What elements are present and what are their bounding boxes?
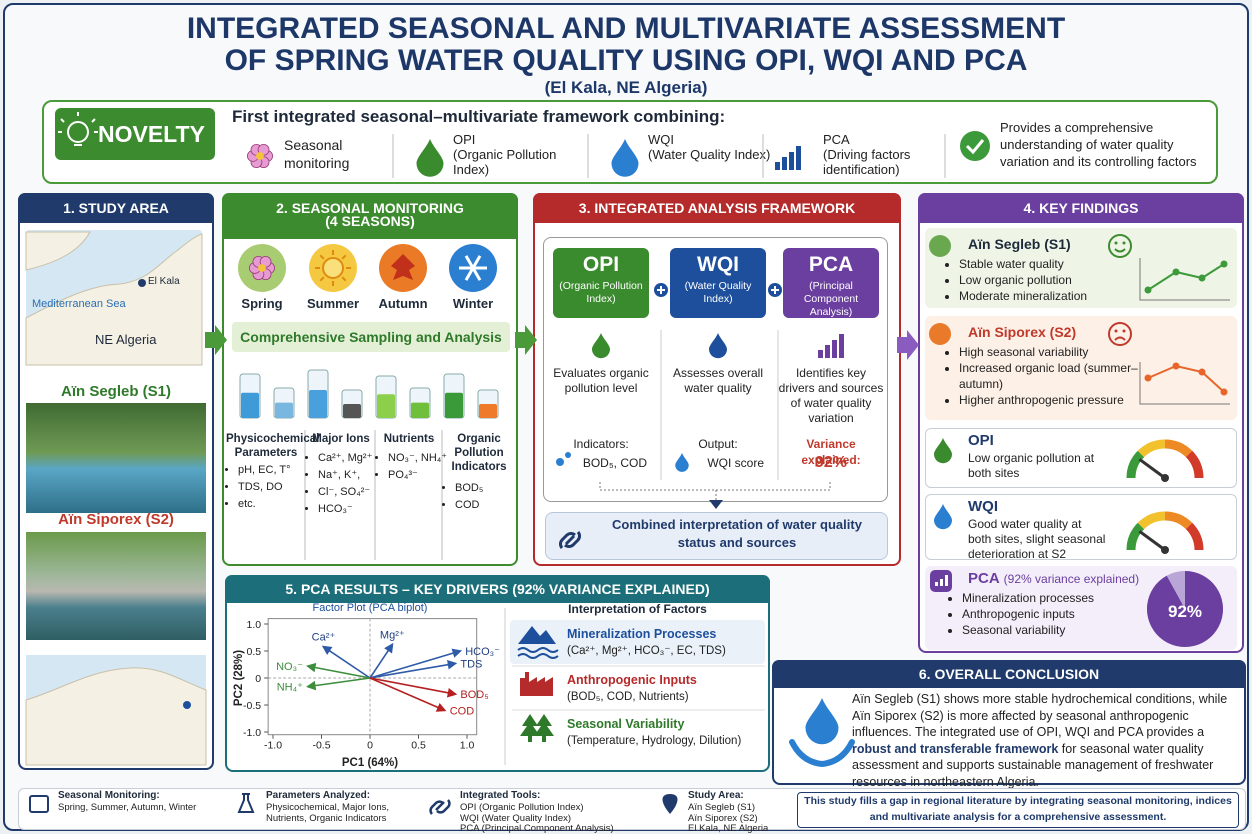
plot-title: Factor Plot (PCA biplot) — [230, 600, 510, 616]
bullet-item: Anthropogenic inputs — [962, 606, 1132, 622]
panel-title: (4 SEASONS) — [222, 210, 518, 233]
novelty-item: OPI(Organic Pollution Index) — [453, 132, 578, 180]
pca-note: (92% variance explained) — [1004, 572, 1139, 586]
method-footer-label: Output: — [662, 436, 774, 452]
footer-line: OPI (Organic Pollution Index) — [460, 802, 660, 813]
factor-name: Anthropogenic Inputs — [567, 672, 762, 689]
season-label: Autumn — [368, 295, 438, 313]
footer-title: Seasonal Monitoring: — [58, 790, 248, 802]
bullet-item: Higher anthropogenic pressure — [959, 392, 1139, 408]
site-name: Aïn Segleb (S1) — [968, 234, 1118, 254]
bullet-item: Seasonal variability — [962, 622, 1132, 638]
method-footer-value: BOD₅, COD — [545, 453, 657, 473]
factor-detail: (Ca²⁺, Mg²⁺, HCO₃⁻, EC, TDS) — [567, 643, 765, 660]
footer-line: Physicochemical, Major Ions, — [266, 802, 466, 813]
novelty-item-title: OPI — [453, 132, 578, 147]
method-footer-value: WQI score — [662, 453, 774, 473]
subtitle: (El Kala, NE Algeria) — [0, 78, 1252, 98]
method-footer-label: Indicators: — [545, 436, 657, 452]
method-name: (Water Quality Index) — [673, 280, 763, 314]
novelty-item: Seasonal monitoring — [284, 136, 384, 176]
map-label: NE Algeria — [95, 331, 195, 349]
novelty-item-text: (Organic Pollution Index) — [453, 147, 556, 177]
sampling-banner-text: Comprehensive Sampling and Analysis — [232, 322, 510, 352]
bullet-list: NO₃⁻, NH₄⁺PO₄³⁻ — [378, 450, 452, 484]
footer-line: Spring, Summer, Autumn, Winter — [58, 802, 258, 813]
method-description: Assesses overall water quality — [664, 366, 772, 430]
title: INTEGRATED SEASONAL AND MULTIVARIATE ASS… — [0, 12, 1252, 46]
conclusion-emphasis: robust and transferable framework — [852, 742, 1058, 756]
pca-heading: PCA (92% variance explained) — [968, 569, 1168, 589]
season-label: Winter — [438, 295, 508, 313]
novelty-heading: First integrated seasonal–multivariate f… — [232, 106, 932, 128]
novelty-item: PCA(Driving factors identification) — [823, 132, 948, 180]
novelty-item-title: WQI — [648, 132, 773, 147]
index-text: Good water quality at both sites, slight… — [968, 517, 1108, 559]
novelty-item-title: PCA — [823, 132, 948, 147]
bullet-item: Low organic pollution — [959, 272, 1139, 288]
novelty-item-text: (Water Quality Index) — [648, 147, 770, 162]
method-description: Evaluates organic pollution level — [547, 366, 655, 430]
bullet-item: Cl⁻, SO₄²⁻ — [318, 484, 386, 501]
site-name: Aïn Siporex (S2) — [18, 510, 214, 530]
bullet-list: Mineralization processesAnthropogenic in… — [948, 590, 1132, 638]
bullet-list: Stable water qualityLow organic pollutio… — [945, 256, 1139, 304]
index-text: Low organic pollution at both sites — [968, 451, 1108, 493]
map-label: Mediterranean Sea — [32, 296, 152, 312]
bullet-list: High seasonal variabilityIncreased organ… — [945, 344, 1139, 408]
novelty-item-text: (Driving factors identification) — [823, 147, 910, 177]
season-label: Spring — [227, 295, 297, 313]
map-label: El Kala — [148, 275, 198, 289]
footer-line: Nutrients, Organic Indicators — [266, 813, 466, 824]
panel-title: 3. INTEGRATED ANALYSIS FRAMEWORK — [533, 193, 901, 223]
pca-name: PCA — [968, 570, 1000, 587]
panel-title: 1. STUDY AREA — [18, 193, 214, 223]
title: OF SPRING WATER QUALITY USING OPI, WQI A… — [0, 44, 1252, 78]
factor-detail: (BOD₅, COD, Nutrients) — [567, 689, 765, 706]
panel-title: 6. OVERALL CONCLUSION — [772, 660, 1246, 688]
method-name: (Principal Component Analysis) — [786, 280, 876, 314]
bullet-item: BOD₅ — [455, 480, 525, 497]
novelty-item: WQI(Water Quality Index) — [648, 132, 773, 180]
factor-name: Seasonal Variability — [567, 716, 762, 733]
bullet-item: COD — [455, 497, 525, 514]
method-name: (Organic Pollution Index) — [556, 280, 646, 314]
combined-text: Combined interpretation of water quality… — [592, 516, 882, 556]
footer-title: Parameters Analyzed: — [266, 790, 456, 802]
statement-text: This study fills a gap in regional liter… — [802, 793, 1234, 827]
factor-name: Mineralization Processes — [567, 626, 762, 643]
novelty-badge-text: NOVELTY — [98, 108, 213, 160]
bullet-item: Mineralization processes — [962, 590, 1132, 606]
method-abbr: PCA — [783, 252, 879, 278]
footer-line: PCA (Principal Component Analysis) — [460, 823, 660, 834]
method-footer-label: Variance explained: — [775, 436, 887, 452]
column-heading: Organic Pollution Indicators — [443, 432, 515, 476]
conclusion-text: Aïn Segleb (S1) shows more stable hydroc… — [852, 691, 1240, 783]
site-name: Aïn Segleb (S1) — [18, 382, 214, 402]
bullet-item: Moderate mineralization — [959, 288, 1139, 304]
method-footer-value: 92% — [775, 453, 887, 473]
index-name: OPI — [968, 431, 1068, 451]
method-abbr: OPI — [553, 252, 649, 278]
bullet-item: HCO₃⁻ — [318, 501, 386, 518]
factor-detail: (Temperature, Hydrology, Dilution) — [567, 733, 765, 750]
novelty-outcome: Provides a comprehensive understanding o… — [1000, 119, 1212, 175]
season-label: Summer — [298, 295, 368, 313]
site-name: Aïn Siporex (S2) — [968, 322, 1118, 342]
panel-title: 5. PCA RESULTS – KEY DRIVERS (92% VARIAN… — [225, 575, 770, 603]
bullet-item: Stable water quality — [959, 256, 1139, 272]
method-description: Identifies key drivers and sources of wa… — [777, 366, 885, 430]
conclusion-part: Aïn Segleb (S1) shows more stable hydroc… — [852, 692, 1227, 739]
bullet-item: High seasonal variability — [959, 344, 1139, 360]
method-abbr: WQI — [670, 252, 766, 278]
footer-line: WQI (Water Quality Index) — [460, 813, 660, 824]
bullet-item: Increased organic load (summer–autumn) — [959, 360, 1139, 392]
footer-title: Integrated Tools: — [460, 790, 650, 802]
interpretation-title: Interpretation of Factors — [510, 600, 765, 618]
infographic: 92%-1.0-0.500.51.0-1.0-0.500.51.0PC1 (64… — [0, 0, 1252, 834]
panel-title: 4. KEY FINDINGS — [918, 193, 1244, 223]
index-name: WQI — [968, 497, 1068, 517]
bullet-list: pH, EC, T°TDS, DOetc. — [228, 462, 316, 513]
